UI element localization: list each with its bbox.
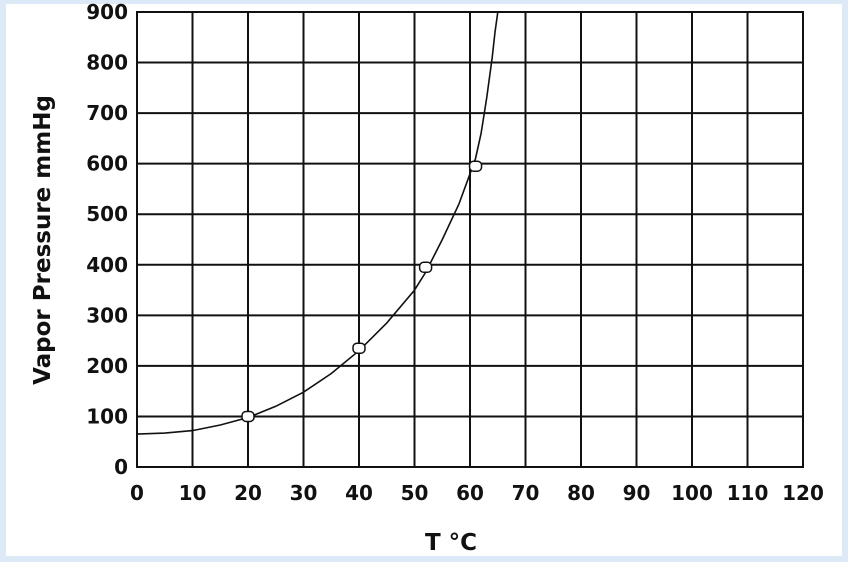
y-tick-label: 400 <box>86 253 128 277</box>
data-point-marker <box>241 410 255 423</box>
y-tick-label: 900 <box>86 0 128 24</box>
x-tick-label: 30 <box>290 481 318 505</box>
plot-border <box>136 11 804 468</box>
x-tick-label: 80 <box>567 481 595 505</box>
y-tick-label: 700 <box>86 101 128 125</box>
grid <box>136 11 804 468</box>
vapor-pressure-curve <box>136 11 499 435</box>
y-tick-label: 100 <box>86 404 128 428</box>
x-tick-label: 20 <box>234 481 262 505</box>
x-axis-label: T °C <box>425 530 477 556</box>
y-tick-labels: 0 100 200 300 400 500 600 700 800 900 <box>86 0 128 479</box>
y-tick-label: 300 <box>86 303 128 327</box>
data-point-marker <box>418 261 433 274</box>
x-tick-label: 110 <box>727 481 769 505</box>
x-tick-label: 10 <box>179 481 207 505</box>
y-tick-label: 200 <box>86 354 128 378</box>
x-tick-labels: 0 10 20 30 40 50 60 70 80 90 100 110 120 <box>130 481 824 505</box>
y-axis-label: Vapor Pressure mmHg <box>30 95 56 385</box>
y-tick-label: 500 <box>86 202 128 226</box>
data-point-marker <box>352 342 366 354</box>
x-tick-label: 60 <box>456 481 484 505</box>
x-tick-label: 70 <box>512 481 540 505</box>
x-tick-label: 0 <box>130 481 144 505</box>
y-tick-label: 800 <box>86 51 128 75</box>
x-tick-label: 40 <box>345 481 373 505</box>
x-tick-label: 90 <box>623 481 651 505</box>
x-tick-label: 50 <box>401 481 429 505</box>
x-tick-label: 120 <box>782 481 824 505</box>
y-tick-label: 600 <box>86 152 128 176</box>
x-tick-label: 100 <box>671 481 713 505</box>
plot-area <box>136 11 499 435</box>
y-tick-label: 0 <box>114 455 128 479</box>
data-point-marker <box>468 160 483 172</box>
chart-frame <box>6 4 842 556</box>
